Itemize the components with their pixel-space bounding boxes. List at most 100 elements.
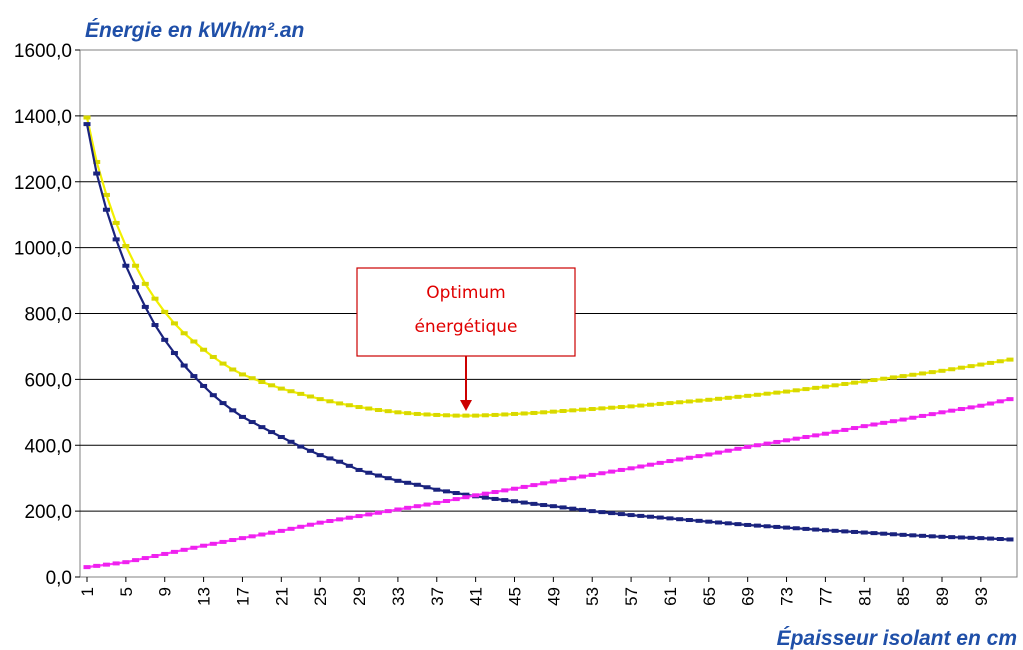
data-point <box>637 464 645 469</box>
data-point <box>277 528 285 533</box>
data-point <box>510 486 518 491</box>
data-point <box>734 394 742 399</box>
data-point <box>238 372 246 377</box>
data-point <box>141 304 149 309</box>
x-tick-label: 37 <box>428 587 447 606</box>
data-point <box>821 384 829 389</box>
data-point <box>889 375 897 380</box>
data-point <box>423 412 431 417</box>
data-point <box>928 534 936 539</box>
data-point <box>821 431 829 436</box>
data-point <box>336 517 344 522</box>
data-point <box>442 498 450 503</box>
x-axis-title: Épaisseur isolant en cm <box>777 627 1017 650</box>
data-point <box>219 401 227 406</box>
data-point <box>404 411 412 416</box>
data-point <box>287 526 295 531</box>
x-axis-ticks: 1 5 9 13 17 21 25 29 33 37 41 45 49 53 57 61 65 69 73 77 81 8… <box>78 577 991 606</box>
x-tick-label: 9 <box>156 587 175 596</box>
data-point <box>957 365 965 370</box>
y-tick-label: 600,0 <box>24 370 72 391</box>
data-point <box>433 412 441 417</box>
data-point <box>695 398 703 403</box>
data-point <box>268 530 276 535</box>
data-point <box>812 385 820 390</box>
data-point <box>734 446 742 451</box>
x-tick-label: 57 <box>622 587 641 606</box>
data-point <box>345 403 353 408</box>
x-tick-label: 33 <box>389 587 408 606</box>
data-point <box>617 512 625 517</box>
data-point <box>268 383 276 388</box>
data-point <box>792 388 800 393</box>
data-point <box>617 467 625 472</box>
data-point <box>190 374 198 379</box>
data-point <box>647 462 655 467</box>
data-point <box>685 399 693 404</box>
data-point <box>909 533 917 538</box>
data-point <box>374 473 382 478</box>
data-point <box>598 510 606 515</box>
data-point <box>190 545 198 550</box>
data-point <box>122 560 130 565</box>
data-point <box>374 408 382 413</box>
data-point <box>384 409 392 414</box>
data-point <box>909 372 917 377</box>
data-point <box>530 501 538 506</box>
data-point <box>200 383 208 388</box>
x-tick-label: 85 <box>894 587 913 606</box>
y-tick-label: 0,0 <box>46 568 72 589</box>
data-point <box>705 452 713 457</box>
data-point <box>336 459 344 464</box>
series-lines <box>83 115 1014 570</box>
data-point <box>355 467 363 472</box>
data-point <box>316 453 324 458</box>
data-point <box>676 517 684 522</box>
data-point <box>151 554 159 559</box>
data-point <box>200 347 208 352</box>
data-point <box>685 455 693 460</box>
data-point <box>170 351 178 356</box>
data-point <box>569 408 577 413</box>
data-point <box>656 460 664 465</box>
data-point <box>841 381 849 386</box>
data-point <box>734 522 742 527</box>
data-point <box>394 507 402 512</box>
data-point <box>365 406 373 411</box>
data-point <box>763 391 771 396</box>
data-point <box>938 368 946 373</box>
data-point <box>977 536 985 541</box>
data-point <box>948 408 956 413</box>
annotation-box <box>356 267 576 357</box>
data-point <box>647 514 655 519</box>
data-point <box>161 551 169 556</box>
data-point <box>93 171 101 176</box>
data-point <box>122 263 130 268</box>
data-point <box>491 490 499 495</box>
data-point <box>520 484 528 489</box>
data-point <box>277 435 285 440</box>
data-point <box>219 539 227 544</box>
data-point <box>151 296 159 301</box>
data-point <box>423 485 431 490</box>
data-point <box>549 504 557 509</box>
data-point <box>812 527 820 532</box>
data-point <box>462 413 470 418</box>
data-point <box>433 487 441 492</box>
data-point <box>705 519 713 524</box>
data-point <box>462 492 470 497</box>
data-point <box>394 478 402 483</box>
data-point <box>753 443 761 448</box>
x-tick-label: 45 <box>505 587 524 606</box>
data-point <box>491 412 499 417</box>
data-point <box>287 439 295 444</box>
data-point <box>102 207 110 212</box>
data-point <box>394 410 402 415</box>
y-tick-label: 400,0 <box>24 436 72 457</box>
data-point <box>306 394 314 399</box>
data-point <box>773 524 781 529</box>
x-tick-label: 93 <box>972 587 991 606</box>
data-point <box>967 364 975 369</box>
data-point <box>540 410 548 415</box>
